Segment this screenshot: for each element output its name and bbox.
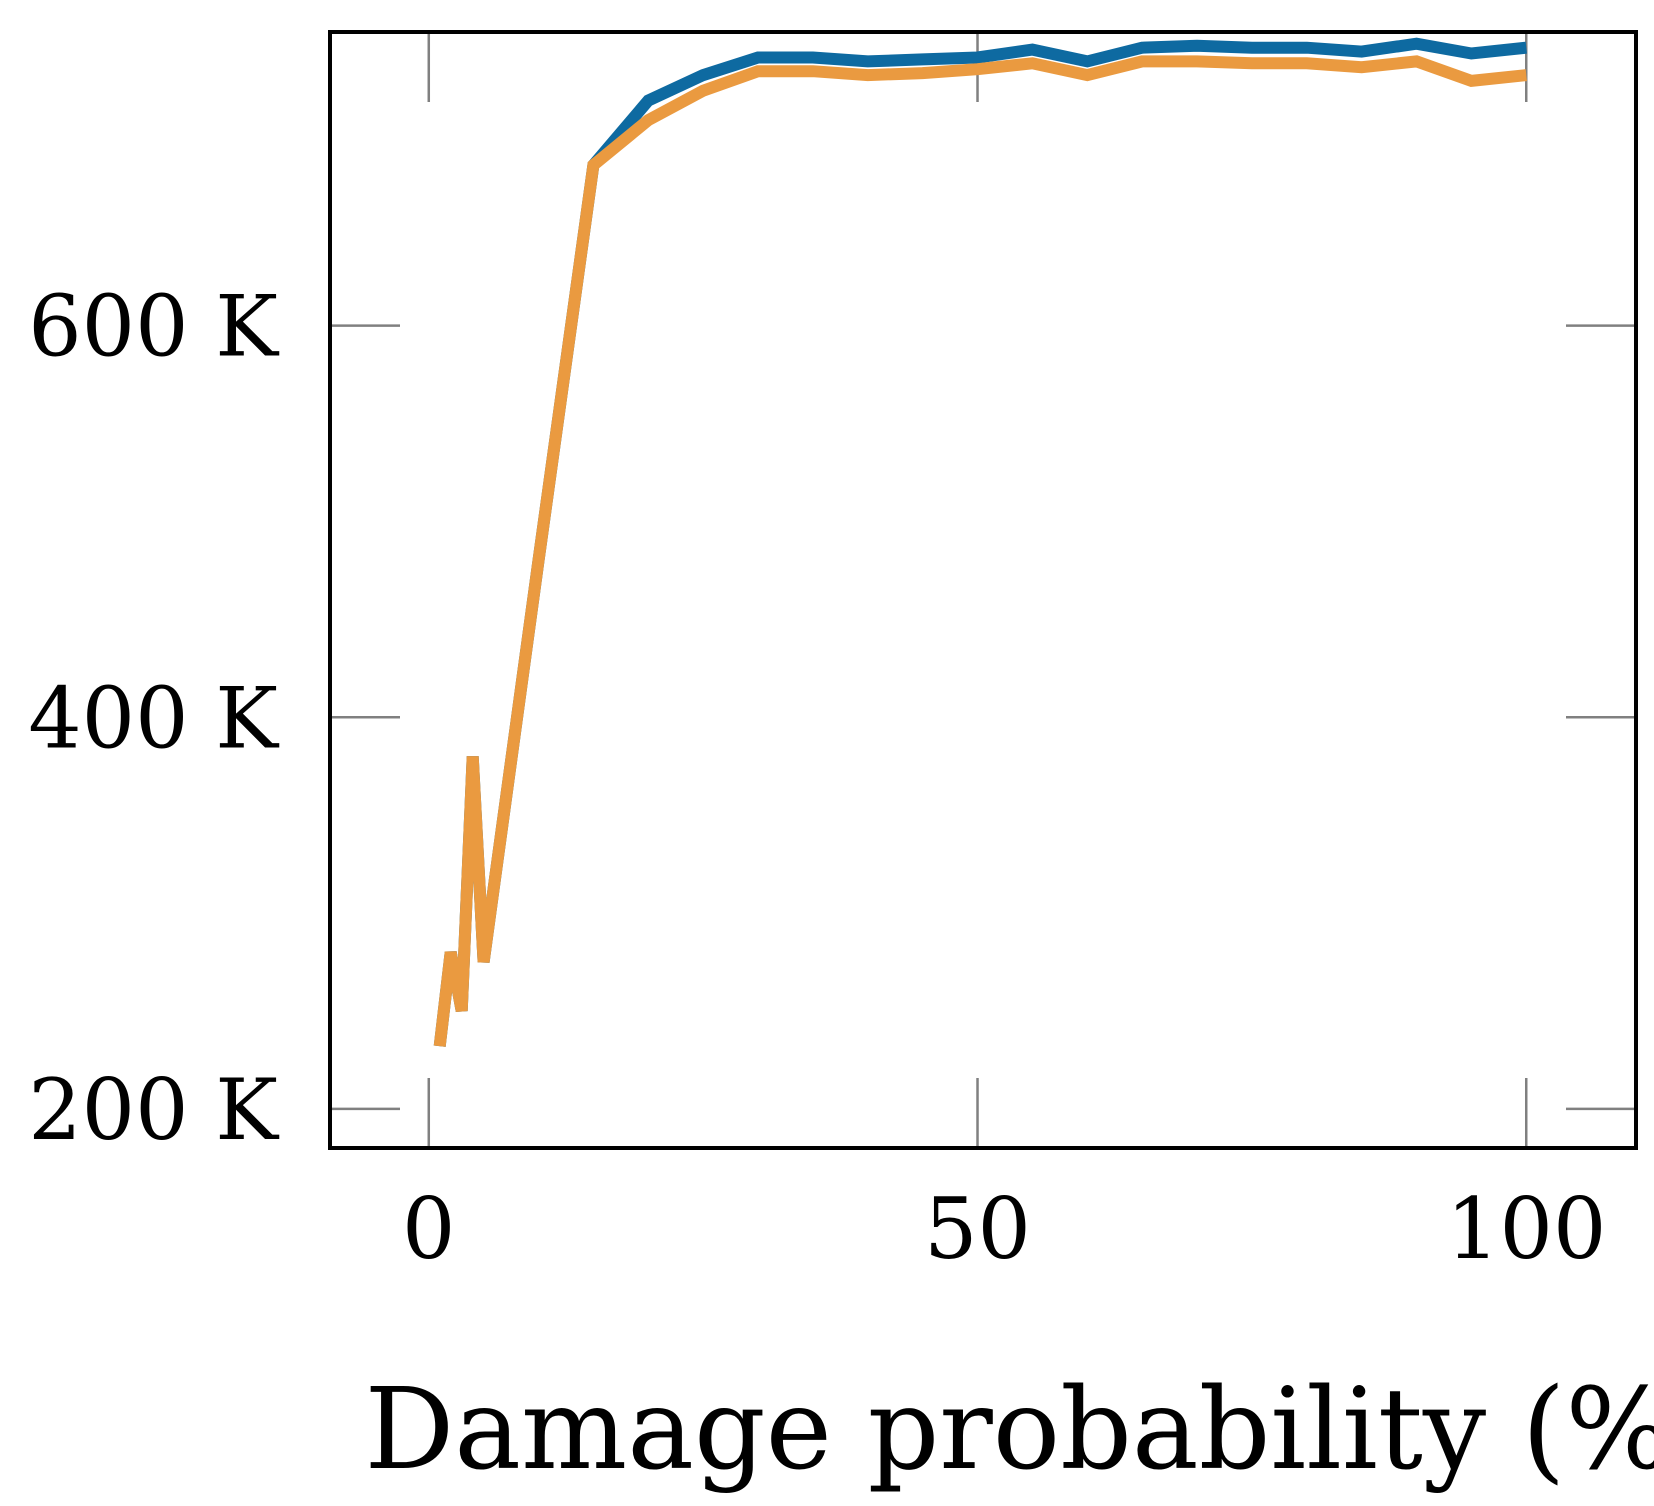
series-layer bbox=[433, 37, 1527, 1047]
x-axis-title: Damage probability (%) bbox=[364, 1365, 1654, 1495]
plot-frame bbox=[328, 30, 1638, 1150]
tick-labels: 0 50 100 200 K 400 K 600 K bbox=[28, 278, 1606, 1278]
x-tick-label: 100 bbox=[1446, 1180, 1606, 1278]
series-orange-line bbox=[433, 55, 1527, 1047]
y-tick-label: 600 K bbox=[28, 278, 280, 376]
x-tick-label: 0 bbox=[402, 1180, 455, 1278]
series-blue-line bbox=[433, 37, 1527, 1047]
tick-marks bbox=[330, 32, 1636, 1148]
y-tick-label: 400 K bbox=[28, 669, 280, 767]
y-tick-label: 200 K bbox=[28, 1061, 280, 1159]
x-tick-label: 50 bbox=[924, 1180, 1031, 1278]
